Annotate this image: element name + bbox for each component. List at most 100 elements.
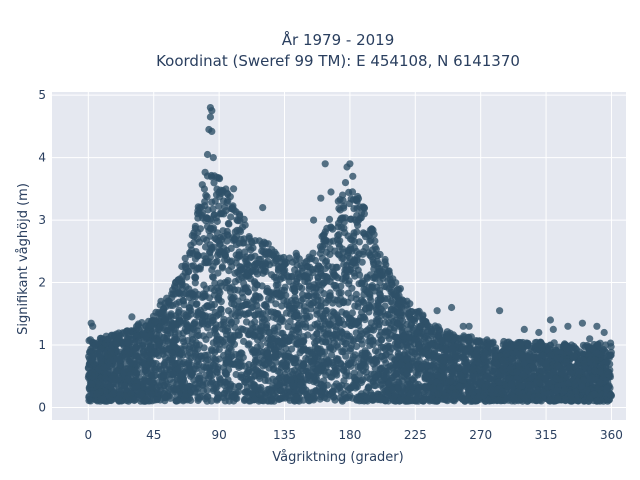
data-point <box>257 266 265 274</box>
data-point <box>210 211 218 219</box>
data-point <box>198 366 206 374</box>
data-point <box>498 388 506 396</box>
data-point <box>525 381 533 389</box>
data-point <box>313 345 321 353</box>
data-point <box>208 377 216 385</box>
data-point <box>227 393 235 401</box>
data-point <box>195 322 203 330</box>
data-point <box>365 232 373 240</box>
data-point <box>575 368 583 376</box>
data-point <box>538 367 546 375</box>
data-point <box>370 381 378 389</box>
data-point <box>405 338 413 347</box>
data-point <box>168 349 176 357</box>
data-point <box>539 388 548 396</box>
data-point <box>297 372 305 380</box>
data-point <box>191 273 199 281</box>
data-point <box>411 336 419 344</box>
data-point <box>362 368 370 376</box>
data-point <box>85 397 93 405</box>
data-point <box>361 352 369 361</box>
data-point <box>193 300 201 308</box>
data-point <box>357 296 366 304</box>
data-point <box>351 272 359 280</box>
data-point <box>191 279 199 287</box>
data-point <box>596 367 604 376</box>
data-point <box>235 363 243 371</box>
data-point <box>331 396 339 404</box>
data-point <box>115 375 123 383</box>
data-point <box>238 349 246 357</box>
data-point <box>273 380 281 389</box>
data-point <box>258 240 266 248</box>
data-point <box>173 397 181 405</box>
data-point <box>319 279 327 287</box>
data-point <box>86 336 94 344</box>
data-point <box>329 225 337 233</box>
data-point <box>285 391 294 400</box>
data-point <box>372 310 381 318</box>
data-point <box>304 331 312 339</box>
data-point <box>567 369 575 377</box>
data-point <box>144 346 152 354</box>
data-point <box>399 389 407 398</box>
data-point <box>457 372 465 380</box>
data-point <box>502 350 510 358</box>
data-point <box>200 344 208 352</box>
data-point <box>579 341 588 349</box>
data-point <box>376 394 384 402</box>
data-point <box>399 317 407 325</box>
data-point <box>365 290 373 298</box>
data-point <box>235 382 244 390</box>
data-point <box>225 355 233 363</box>
data-point <box>236 212 244 220</box>
data-point <box>339 245 347 253</box>
data-point <box>303 292 311 300</box>
data-point <box>465 333 473 341</box>
data-point <box>425 393 433 401</box>
data-point <box>328 389 336 397</box>
data-point <box>226 258 234 266</box>
data-point <box>266 341 274 349</box>
data-point <box>211 329 220 338</box>
data-point <box>298 284 306 292</box>
data-point <box>232 317 240 325</box>
data-point <box>388 374 396 382</box>
data-point <box>245 331 253 339</box>
data-point <box>220 390 228 398</box>
data-point <box>289 258 297 266</box>
data-point <box>196 374 204 382</box>
data-point <box>225 267 233 275</box>
data-point <box>332 282 340 290</box>
data-point <box>307 305 315 313</box>
data-point <box>567 393 575 401</box>
data-point <box>380 374 388 382</box>
data-point <box>338 275 346 283</box>
data-point <box>384 391 392 399</box>
data-point <box>339 254 347 262</box>
data-point <box>210 179 218 187</box>
data-point <box>440 351 448 359</box>
data-point <box>122 365 130 373</box>
data-point <box>207 224 215 232</box>
data-point <box>245 360 253 369</box>
data-point <box>307 324 315 332</box>
data-point <box>501 381 509 389</box>
data-point <box>256 332 265 340</box>
data-point <box>227 331 235 340</box>
data-point <box>203 214 211 223</box>
data-point <box>181 254 189 262</box>
data-point <box>124 348 132 356</box>
data-point <box>403 355 411 363</box>
data-point <box>343 267 351 275</box>
data-point <box>579 376 588 384</box>
data-point <box>344 319 353 327</box>
data-point <box>127 390 135 398</box>
data-point <box>196 265 204 273</box>
data-point <box>271 351 280 359</box>
data-point <box>310 394 318 402</box>
data-point <box>273 335 281 344</box>
data-point <box>388 386 396 394</box>
data-point <box>173 344 181 353</box>
data-point <box>200 281 208 289</box>
